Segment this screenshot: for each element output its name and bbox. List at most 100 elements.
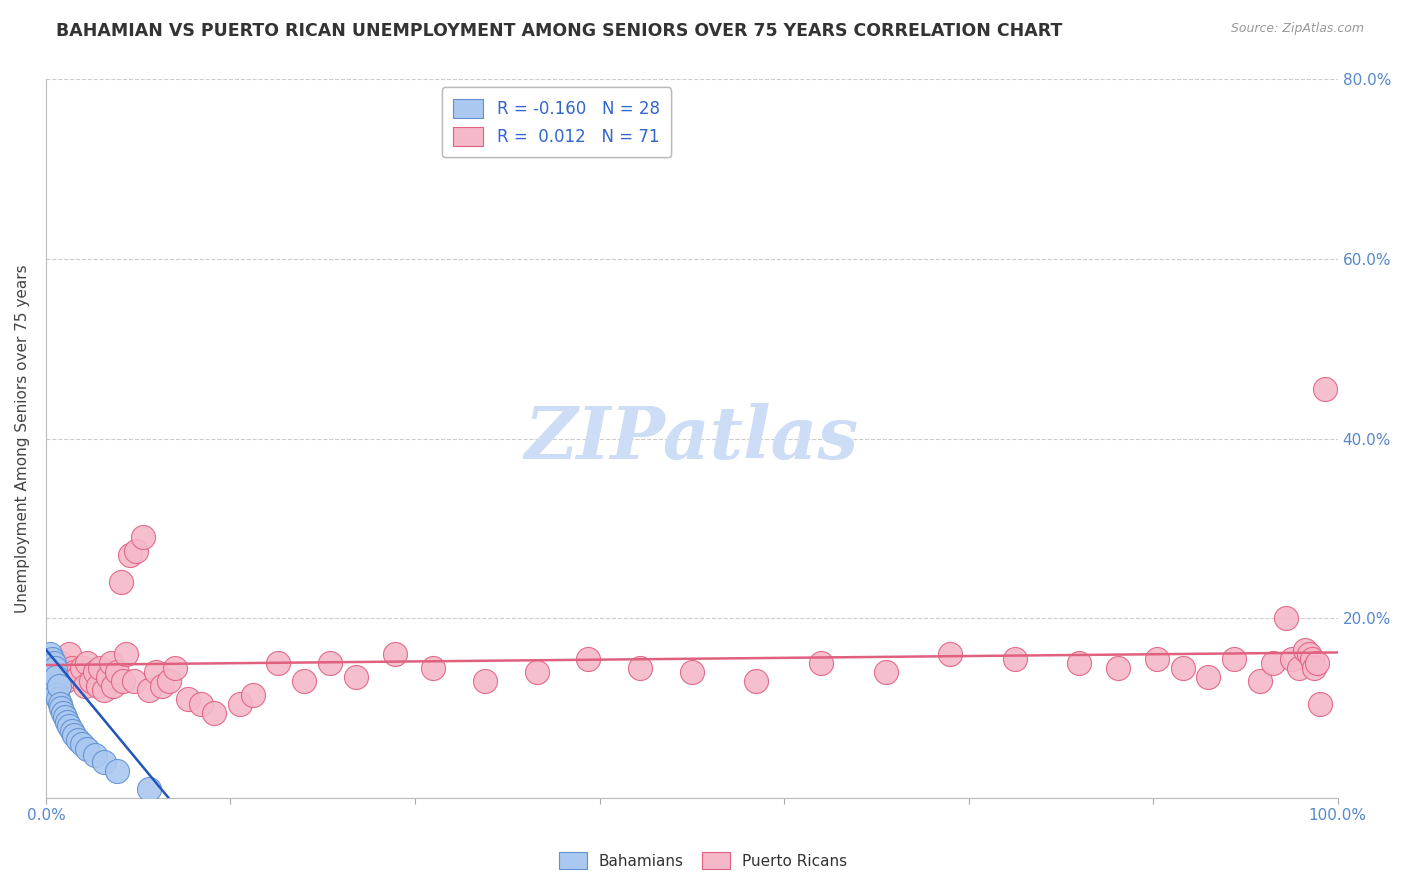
Point (60, 723, 83, 738)
Point (46, 692, 69, 706)
Point (202, 706, 225, 720)
Point (745, 674, 768, 689)
Point (67, 670, 90, 684)
Point (1223, 651, 1246, 665)
Point (1107, 661, 1129, 675)
Point (84, 665, 107, 680)
Point (48, 679, 70, 693)
Point (157, 674, 180, 689)
Point (242, 688, 264, 702)
Legend: Bahamians, Puerto Ricans: Bahamians, Puerto Ricans (553, 846, 853, 875)
Point (1275, 611, 1298, 625)
Point (89, 661, 111, 675)
Point (1309, 697, 1331, 711)
Point (93, 683, 115, 698)
Point (1261, 657, 1284, 671)
Point (101, 679, 124, 693)
Point (1301, 651, 1323, 665)
Point (112, 674, 135, 689)
Point (44, 661, 66, 675)
Point (165, 661, 187, 675)
Point (76, 657, 98, 671)
Text: Source: ZipAtlas.com: Source: ZipAtlas.com (1230, 22, 1364, 36)
Point (1004, 651, 1026, 665)
Point (105, 665, 128, 680)
Point (84, 747, 107, 762)
Point (51, 701, 73, 715)
Point (58, 719, 80, 733)
Point (138, 782, 160, 797)
Point (97, 670, 120, 684)
Point (177, 692, 200, 706)
Point (1281, 651, 1303, 665)
Point (100, 657, 122, 671)
Point (70, 737, 93, 751)
Point (70, 661, 93, 675)
Point (38, 647, 60, 661)
Point (1294, 642, 1316, 657)
Point (63, 665, 86, 680)
Point (875, 665, 897, 680)
Point (53, 674, 76, 689)
Point (344, 670, 367, 684)
Point (39, 661, 62, 675)
Point (422, 661, 444, 675)
Point (105, 764, 128, 778)
Text: ZIPatlas: ZIPatlas (524, 403, 859, 474)
Point (67, 732, 90, 747)
Point (1198, 670, 1220, 684)
Point (51, 657, 73, 671)
Point (42, 657, 65, 671)
Text: BAHAMIAN VS PUERTO RICAN UNEMPLOYMENT AMONG SENIORS OVER 75 YEARS CORRELATION CH: BAHAMIAN VS PUERTO RICAN UNEMPLOYMENT AM… (56, 22, 1063, 40)
Point (76, 741, 98, 756)
Point (1146, 651, 1168, 665)
Point (48, 661, 70, 675)
Point (1249, 674, 1271, 689)
Point (38, 657, 60, 671)
Point (1069, 657, 1091, 671)
Point (63, 728, 86, 742)
Point (1313, 382, 1336, 396)
Point (578, 651, 600, 665)
Point (628, 661, 651, 675)
Point (86, 679, 108, 693)
Point (1303, 661, 1326, 675)
Point (55, 714, 77, 729)
Point (939, 647, 962, 661)
Point (93, 755, 115, 769)
Point (1298, 647, 1320, 661)
Point (1288, 661, 1310, 675)
Point (681, 665, 703, 680)
Point (190, 697, 212, 711)
Point (228, 697, 250, 711)
Point (319, 657, 342, 671)
Point (49, 697, 72, 711)
Point (122, 674, 145, 689)
Point (150, 679, 173, 693)
Point (45, 670, 67, 684)
Point (44, 683, 66, 698)
Point (110, 575, 132, 590)
Point (474, 674, 496, 689)
Point (810, 657, 832, 671)
Point (73, 679, 96, 693)
Point (145, 665, 167, 680)
Point (60, 661, 83, 675)
Point (45, 688, 67, 702)
Point (58, 647, 80, 661)
Point (1171, 661, 1194, 675)
Point (267, 657, 290, 671)
Point (1306, 657, 1329, 671)
Point (384, 647, 406, 661)
Point (52, 706, 75, 720)
Legend: R = -0.160   N = 28, R =  0.012   N = 71: R = -0.160 N = 28, R = 0.012 N = 71 (441, 87, 672, 158)
Point (45, 657, 67, 671)
Point (53, 710, 76, 724)
Point (526, 665, 548, 680)
Point (125, 544, 148, 558)
Point (42, 674, 65, 689)
Point (292, 674, 315, 689)
Point (115, 647, 138, 661)
Point (41, 651, 63, 665)
Point (132, 530, 155, 544)
